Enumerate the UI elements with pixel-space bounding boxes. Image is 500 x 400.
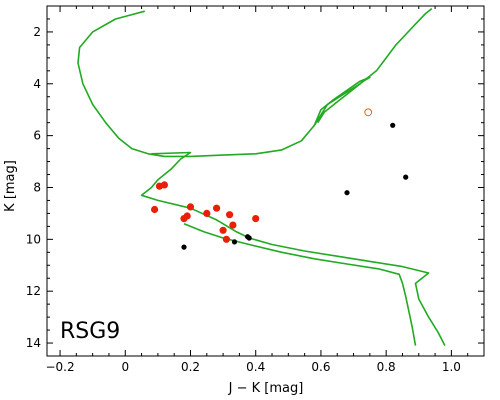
panel-label: RSG9	[60, 319, 120, 344]
black-star-point	[231, 239, 238, 245]
black-star-point	[181, 244, 187, 250]
data-marks	[77, 7, 446, 346]
black-star-point	[246, 235, 252, 241]
y-tick-label: 2	[33, 25, 41, 39]
red-star-point	[229, 221, 237, 229]
y-tick-label: 8	[33, 180, 41, 194]
y-tick-label: 6	[33, 129, 41, 143]
x-tick-label: 0.2	[181, 360, 200, 374]
black-star-point	[403, 174, 409, 180]
x-axis-label: J − K [mag]	[228, 381, 304, 396]
y-tick-label: 12	[26, 284, 41, 298]
red-star-point	[155, 182, 164, 190]
black-star-point	[344, 190, 350, 196]
red-star-point	[219, 226, 227, 234]
x-tick-label: 1.0	[442, 360, 461, 374]
red-star-point	[226, 211, 234, 219]
red-star-point	[183, 212, 191, 220]
y-tick-label: 14	[26, 336, 41, 350]
black-star-point	[390, 122, 396, 128]
y-tick-label: 10	[26, 232, 41, 246]
x-tick-label: −0.2	[45, 360, 74, 374]
x-tick-label: 0.8	[377, 360, 396, 374]
plot-frame	[46, 5, 485, 357]
axes: −0.2 0 0.2 0.4 0.6 0.8 1.0 2 4 6 8 10 12 14	[26, 5, 485, 374]
isochrone-line	[183, 223, 417, 346]
x-tick-label: 0.6	[311, 360, 330, 374]
isochrone-line	[313, 76, 371, 126]
red-star-point	[213, 204, 221, 212]
red-star-point	[186, 203, 195, 211]
x-tick-label: 0.4	[246, 360, 265, 374]
y-tick-label: 4	[33, 77, 41, 91]
red-star-point	[151, 205, 159, 214]
isochrone-line	[140, 151, 446, 346]
red-star-point	[203, 209, 211, 217]
x-tick-label: 0	[121, 360, 129, 374]
y-axis-label: K [mag]	[3, 160, 18, 212]
red-star-point	[252, 215, 260, 223]
isochrone-line	[77, 7, 433, 158]
red-star-point	[222, 235, 230, 243]
open-star-point	[364, 108, 373, 117]
